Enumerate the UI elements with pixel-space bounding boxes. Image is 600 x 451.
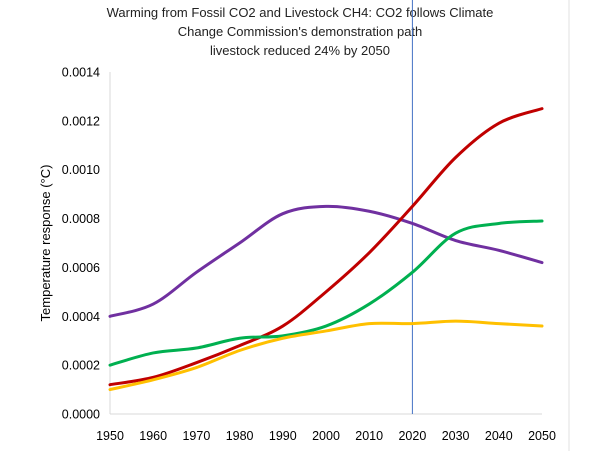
plot-area: 0.0000 0.0002 0.0004 0.0006 0.0008 0.0010 0.00… xyxy=(62,0,556,443)
x-tick-label: 2020 xyxy=(398,429,426,443)
chart-title-line-1: Warming from Fossil CO2 and Livestock CH… xyxy=(107,5,494,20)
x-tick-label: 1950 xyxy=(96,429,124,443)
y-tick-label: 0.0000 xyxy=(62,408,100,422)
x-tick-label: 2000 xyxy=(312,429,340,443)
y-axis-title: Temperature response (°C) xyxy=(38,165,53,322)
x-tick-label: 1960 xyxy=(139,429,167,443)
x-tick-label: 1970 xyxy=(182,429,210,443)
series-line-4 xyxy=(108,319,544,392)
y-tick-label: 0.0012 xyxy=(62,114,100,128)
chart-title: Warming from Fossil CO2 and Livestock CH… xyxy=(107,5,494,58)
y-tick-label: 0.0004 xyxy=(62,310,100,324)
y-tick-label: 0.0010 xyxy=(62,163,100,177)
y-tick-label: 0.0008 xyxy=(62,212,100,226)
series-line-3 xyxy=(108,219,544,367)
x-tick-label: 2040 xyxy=(485,429,513,443)
y-tick-label: 0.0002 xyxy=(62,359,100,373)
x-tick-label: 1980 xyxy=(226,429,254,443)
series-line-1 xyxy=(108,204,544,318)
y-tick-label: 0.0014 xyxy=(62,66,100,80)
x-tick-label: 2010 xyxy=(355,429,383,443)
x-tick-label: 1990 xyxy=(269,429,297,443)
chart-title-line-3: livestock reduced 24% by 2050 xyxy=(210,43,390,58)
chart-title-line-2: Change Commission's demonstration path xyxy=(178,24,423,39)
x-tick-label: 2030 xyxy=(442,429,470,443)
series-line-2 xyxy=(108,107,544,387)
x-tick-label: 2050 xyxy=(528,429,556,443)
y-tick-label: 0.0006 xyxy=(62,261,100,275)
